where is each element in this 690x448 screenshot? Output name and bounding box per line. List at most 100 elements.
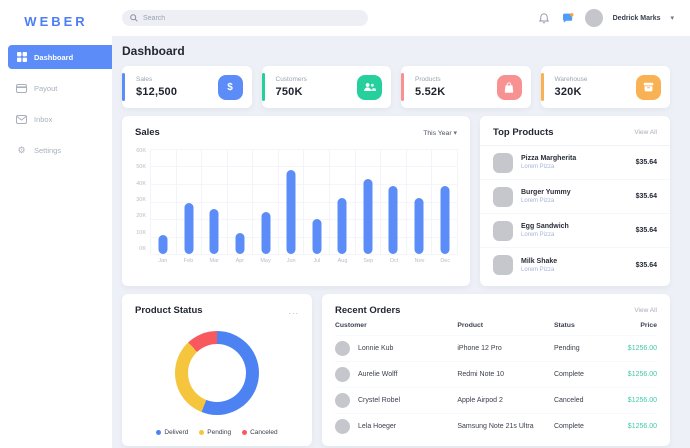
y-axis-ticks: 60K 50K 40K 30K 20K 10K 0K	[136, 148, 146, 252]
bar-nov	[407, 149, 433, 254]
more-menu-icon[interactable]: ...	[288, 305, 299, 316]
bar-mar	[202, 149, 228, 254]
avatar	[335, 341, 350, 356]
customer-name: Lela Hoeger	[358, 423, 397, 430]
avatar	[335, 393, 350, 408]
legend-item-deliverd: Deliverd	[156, 429, 188, 436]
table-row[interactable]: Lela Hoeger Samsung Note 21s Ultra Compl…	[335, 413, 657, 439]
accent-bar	[540, 73, 544, 101]
stat-card-warehouse[interactable]: Warehouse 320K	[540, 66, 670, 108]
sidebar-item-dashboard[interactable]: Dashboard	[8, 45, 112, 69]
product-subtitle: Lorem Pizza	[521, 232, 555, 238]
sidebar-item-payout[interactable]: Payout	[8, 76, 112, 100]
main-content: Dashboard Sales $12,500 $ Customers 750K…	[112, 36, 690, 448]
orders-table: Customer Product Status Price Lonnie Kub…	[322, 320, 670, 439]
messages-icon[interactable]	[561, 11, 575, 25]
stat-value: 750K	[275, 86, 303, 98]
table-row[interactable]: Lonnie Kub iPhone 12 Pro Pending $1256.0…	[335, 335, 657, 361]
page-title: Dashboard	[122, 44, 185, 58]
product-status-card: Product Status ... Deliverd Pending	[122, 294, 312, 446]
order-price: $1256.00	[627, 371, 657, 378]
sidebar-item-label: Dashboard	[34, 52, 74, 62]
bar-aug	[330, 149, 356, 254]
product-subtitle: Lorem Pizza	[521, 266, 555, 273]
legend-item-pending: Pending	[199, 429, 231, 436]
product-price: $35.64	[635, 261, 657, 269]
bag-icon	[496, 74, 522, 100]
chevron-down-icon[interactable]: ▾	[670, 15, 674, 22]
product-status-title: Product Status	[135, 305, 203, 316]
stat-label: Sales	[136, 76, 153, 83]
user-name: Dedrick Marks	[612, 14, 661, 22]
brand-logo: WEBER	[24, 14, 88, 29]
product-thumbnail	[493, 186, 513, 207]
charts-row: Sales This Year ▾ 60K 50K 40K 30K 20K 10K 0K J…	[122, 116, 670, 286]
stat-label: Products	[415, 76, 441, 83]
order-product: Samsung Note 21s Ultra	[457, 423, 534, 430]
view-all-link[interactable]: View All	[634, 307, 657, 314]
bar-may	[253, 149, 279, 254]
table-header: Customer Product Status Price	[335, 320, 657, 335]
table-row[interactable]: Aurelie Wolff Redmi Note 10 Complete $12…	[335, 361, 657, 387]
stat-card-sales[interactable]: Sales $12,500 $	[122, 66, 252, 108]
order-status: Complete	[553, 423, 584, 430]
x-axis-labels: Jan Feb Mar Apr May Jun Jul Aug Sep Oct Nov Dec	[158, 258, 451, 264]
view-all-link[interactable]: View All	[634, 129, 657, 136]
user-avatar[interactable]	[584, 9, 603, 27]
stat-card-customers[interactable]: Customers 750K	[261, 66, 391, 108]
product-price: $35.64	[635, 227, 657, 234]
col-price: Price	[640, 322, 657, 329]
donut-legend: Deliverd Pending Canceled	[122, 427, 312, 446]
customer-name: Crystel Robel	[358, 397, 401, 404]
order-price: $1256.00	[627, 423, 657, 430]
col-customer: Customer	[335, 322, 367, 329]
topbar-actions: Dedrick Marks ▾	[537, 9, 674, 27]
recent-orders-card: Recent Orders View All Customer Product …	[322, 294, 670, 446]
list-item[interactable]: Burger Yummy Lorem Pizza $35.64	[480, 180, 670, 214]
product-name: Pizza Margherita	[521, 155, 577, 162]
year-filter-dropdown[interactable]: This Year ▾	[423, 129, 457, 137]
topbar: Dedrick Marks ▾	[112, 0, 690, 36]
chevron-down-icon: ▾	[453, 129, 457, 137]
stat-label: Warehouse	[554, 76, 588, 83]
search-input[interactable]	[143, 14, 360, 22]
product-subtitle: Lorem Pizza	[521, 164, 555, 170]
sidebar-item-settings[interactable]: ⚙ Settings	[8, 138, 112, 162]
list-item[interactable]: Pizza Margherita Lorem Pizza $35.64	[480, 146, 670, 180]
list-item[interactable]: Milk Shake Lorem Pizza $35.64	[480, 248, 670, 282]
bar-apr	[228, 149, 254, 254]
sidebar-item-label: Payout	[34, 83, 58, 93]
bar-jan	[151, 149, 177, 254]
product-name: Burger Yummy	[521, 189, 571, 196]
recent-orders-title: Recent Orders	[335, 305, 401, 316]
avatar	[335, 367, 350, 382]
order-price: $1256.00	[627, 345, 657, 352]
table-row[interactable]: Crystel Robel Apple Airpod 2 Canceled $1…	[335, 387, 657, 413]
col-product: Product	[457, 322, 484, 329]
bar-jun	[279, 149, 305, 254]
order-product: Apple Airpod 2	[457, 397, 503, 404]
bar-dec	[432, 149, 458, 254]
stats-row: Sales $12,500 $ Customers 750K Products …	[122, 66, 670, 108]
sales-chart-title: Sales	[135, 127, 160, 138]
accent-bar	[401, 73, 404, 101]
customers-icon	[357, 74, 382, 100]
top-products-card: Top Products View All Pizza Margherita L…	[480, 116, 670, 286]
legend-dot	[242, 430, 248, 435]
product-name: Egg Sandwich	[521, 223, 569, 230]
stat-card-products[interactable]: Products 5.52K	[401, 66, 531, 108]
box-icon	[636, 74, 661, 100]
sidebar-item-inbox[interactable]: Inbox	[8, 107, 112, 131]
sales-chart-card: Sales This Year ▾ 60K 50K 40K 30K 20K 10K 0K J…	[122, 116, 470, 286]
dollar-icon: $	[217, 74, 243, 100]
search-bar[interactable]	[122, 10, 368, 26]
top-products-title: Top Products	[493, 127, 554, 138]
order-product: iPhone 12 Pro	[457, 345, 502, 352]
product-name: Milk Shake	[521, 257, 558, 265]
list-item[interactable]: Egg Sandwich Lorem Pizza $35.64	[480, 214, 670, 248]
product-thumbnail	[493, 255, 513, 275]
customer-name: Aurelie Wolff	[358, 371, 398, 378]
product-price: $35.64	[635, 193, 657, 200]
product-thumbnail	[493, 220, 513, 241]
bell-icon[interactable]	[537, 11, 551, 25]
